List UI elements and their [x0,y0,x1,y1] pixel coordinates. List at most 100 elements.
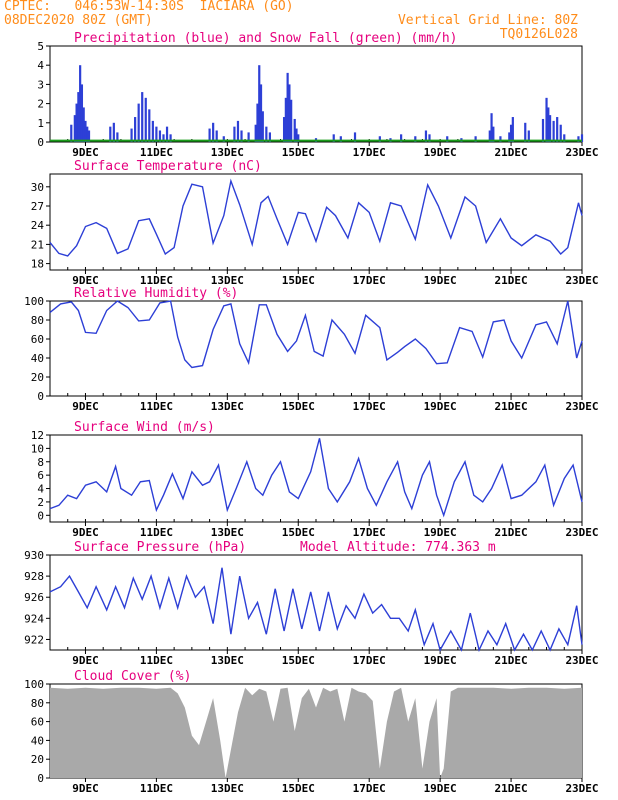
y-tick-label: 80 [31,697,44,710]
precip-bar [288,84,291,142]
precip-bar [295,128,298,142]
precip-bar [492,126,495,142]
precip-bar [527,130,530,142]
y-tick-label: 924 [24,612,44,625]
x-tick-label: 13DEC [211,654,244,667]
precip-bar [77,92,80,142]
precip-bar [509,124,513,142]
precip-bar [339,136,342,142]
x-tick-label: 15DEC [282,146,315,159]
y-tick-label: 8 [37,456,44,469]
y-tick-label: 2 [37,496,44,509]
y-tick-label: 0 [37,509,44,522]
precip-bar [552,120,555,142]
x-tick-label: 19DEC [424,400,457,413]
precip-bar [258,65,261,142]
series-line [49,567,583,653]
panel-title: Surface Pressure (hPa) [74,540,246,555]
x-tick-label: 9DEC [72,654,99,667]
x-tick-label: 21DEC [495,526,528,539]
precip-bar [215,130,218,142]
panel-title: Precipitation (blue) and Snow Fall (gree… [74,31,458,46]
precip-bar [511,117,514,142]
y-tick-label: 30 [31,181,44,194]
precip-bar [580,134,584,142]
panel-title: Cloud Cover (%) [74,669,191,684]
x-tick-label: 15DEC [282,400,315,413]
x-tick-label: 21DEC [495,782,528,795]
precip-bar [548,115,552,142]
x-tick-label: 19DEC [424,274,457,287]
x-tick-label: 13DEC [211,274,244,287]
precip-bar [268,132,271,142]
precip-bar [112,122,115,142]
x-tick-label: 17DEC [353,146,386,159]
x-tick-label: 19DEC [424,146,457,159]
x-tick-label: 11DEC [140,274,173,287]
precip-bar [236,120,240,142]
precip-bar [490,113,493,142]
x-tick-label: 17DEC [353,654,386,667]
y-tick-label: 5 [37,40,44,53]
panel-frame [49,554,583,651]
precip-bar [282,117,286,142]
precip-bar [265,126,268,142]
y-tick-label: 4 [37,483,44,496]
y-tick-label: 100 [24,295,44,308]
precip-bar [75,103,78,142]
precip-bar [488,130,491,142]
x-tick-label: 11DEC [140,654,173,667]
x-tick-label: 19DEC [424,526,457,539]
x-tick-label: 15DEC [282,782,315,795]
precip-bar [222,136,225,142]
y-tick-label: 926 [24,591,44,604]
precip-bar [556,117,559,142]
x-tick-label: 21DEC [495,654,528,667]
y-tick-label: 2 [37,98,44,111]
x-tick-label: 15DEC [282,526,315,539]
precip-bar [141,92,144,142]
x-tick-label: 9DEC [72,146,99,159]
precip-bar [169,134,172,142]
precip-bar [80,84,84,142]
x-tick-label: 23DEC [565,654,598,667]
x-tick-label: 23DEC [565,526,598,539]
y-tick-label: 4 [37,59,44,72]
x-tick-label: 11DEC [140,526,173,539]
precip-bar [84,120,87,142]
header-grid-line: Vertical Grid Line: 80Z [397,13,578,28]
header-model-id: TQ0126L028 [499,27,578,42]
precip-bar [82,107,85,142]
x-tick-label: 17DEC [353,274,386,287]
x-tick-label: 17DEC [353,782,386,795]
x-tick-label: 13DEC [211,400,244,413]
panel-title: Relative Humidity (%) [74,286,238,301]
precip-bar [148,109,151,142]
x-tick-label: 17DEC [353,400,386,413]
y-tick-label: 1 [37,117,44,130]
y-tick-label: 3 [37,78,44,91]
x-tick-label: 9DEC [72,274,99,287]
y-tick-label: 0 [37,136,44,149]
precip-bar [378,136,381,142]
precip-bar [162,134,165,142]
header-line1: CPTEC: 046:53W-14:30S IACIARA (GO) [4,0,294,14]
precip-bar [151,120,154,142]
y-tick-label: 80 [31,314,44,327]
precip-bar [73,115,76,142]
y-tick-label: 21 [31,238,44,251]
cloud-area [50,687,582,778]
y-tick-label: 10 [31,442,44,455]
precip-bar [297,134,300,142]
y-tick-label: 20 [31,753,44,766]
precip-bar [247,132,250,142]
y-tick-label: 100 [24,678,44,691]
precip-bar [109,126,112,142]
precip-bar [261,111,264,142]
precip-bar [130,128,133,142]
y-tick-label: 922 [24,633,44,646]
precip-bar [400,134,403,142]
y-tick-label: 928 [24,570,44,583]
x-tick-label: 23DEC [565,274,598,287]
